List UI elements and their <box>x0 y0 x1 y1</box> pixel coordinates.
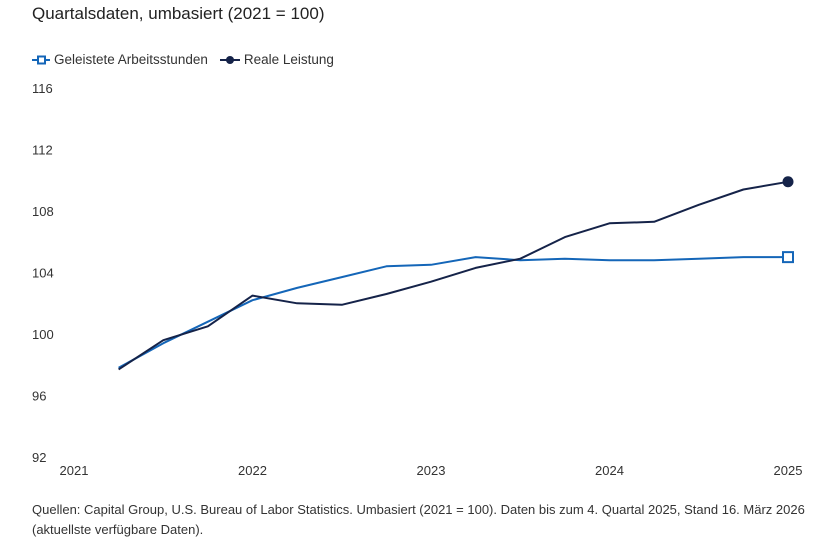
y-tick-label: 92 <box>32 450 46 465</box>
y-tick-label: 108 <box>32 204 54 219</box>
x-tick-label: 2024 <box>595 463 624 478</box>
y-tick-label: 116 <box>32 81 53 96</box>
x-tick-label: 2023 <box>417 463 446 478</box>
series-line-0 <box>118 256 788 369</box>
x-tick-label: 2022 <box>238 463 267 478</box>
x-tick-label: 2025 <box>774 463 803 478</box>
chart-legend: Geleistete Arbeitsstunden Reale Leistung <box>32 52 346 67</box>
legend-label-hours: Geleistete Arbeitsstunden <box>54 52 208 67</box>
x-tick-label: 2021 <box>60 463 89 478</box>
y-tick-label: 112 <box>32 143 53 158</box>
series-end-marker-square <box>782 251 794 264</box>
legend-label-output: Reale Leistung <box>243 52 334 67</box>
legend-circle-marker-icon <box>219 55 240 64</box>
legend-item-hours: Geleistete Arbeitsstunden <box>32 52 208 67</box>
series-line-1 <box>118 180 789 371</box>
y-tick-label: 96 <box>32 389 46 404</box>
legend-item-output: Reale Leistung <box>219 52 334 67</box>
source-note: Quellen: Capital Group, U.S. Bureau of L… <box>32 502 805 537</box>
chart-title: Quartalsdaten, umbasiert (2021 = 100) <box>32 4 325 23</box>
y-tick-label: 100 <box>32 327 54 342</box>
series-end-marker-circle <box>782 176 794 188</box>
legend-square-marker-icon <box>32 55 50 64</box>
y-tick-label: 104 <box>32 266 54 281</box>
